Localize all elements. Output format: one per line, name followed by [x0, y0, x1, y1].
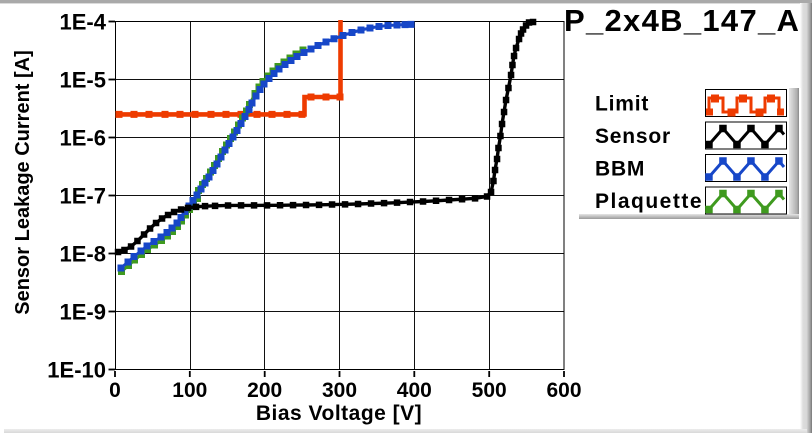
- svg-text:BBM: BBM: [595, 158, 645, 181]
- svg-text:Plaquette: Plaquette: [595, 190, 703, 213]
- svg-text:400: 400: [397, 379, 432, 402]
- svg-text:P_2x4B_147_A: P_2x4B_147_A: [564, 3, 800, 38]
- svg-text:1E-9: 1E-9: [60, 300, 106, 325]
- svg-text:300: 300: [322, 379, 357, 402]
- svg-text:1E-6: 1E-6: [60, 126, 106, 151]
- svg-text:Sensor Leakage Current [A]: Sensor Leakage Current [A]: [12, 50, 34, 315]
- svg-text:1E-8: 1E-8: [60, 242, 106, 267]
- svg-text:200: 200: [247, 379, 282, 402]
- svg-text:Bias Voltage [V]: Bias Voltage [V]: [256, 402, 422, 425]
- svg-text:1E-4: 1E-4: [60, 10, 107, 35]
- svg-text:1E-10: 1E-10: [47, 358, 106, 383]
- svg-text:100: 100: [172, 379, 207, 402]
- svg-text:500: 500: [472, 379, 507, 402]
- svg-text:600: 600: [546, 379, 581, 402]
- svg-text:1E-7: 1E-7: [60, 184, 106, 209]
- svg-text:Limit: Limit: [595, 93, 649, 116]
- svg-text:0: 0: [109, 379, 121, 402]
- svg-text:Sensor: Sensor: [595, 125, 671, 148]
- svg-text:1E-5: 1E-5: [60, 68, 106, 93]
